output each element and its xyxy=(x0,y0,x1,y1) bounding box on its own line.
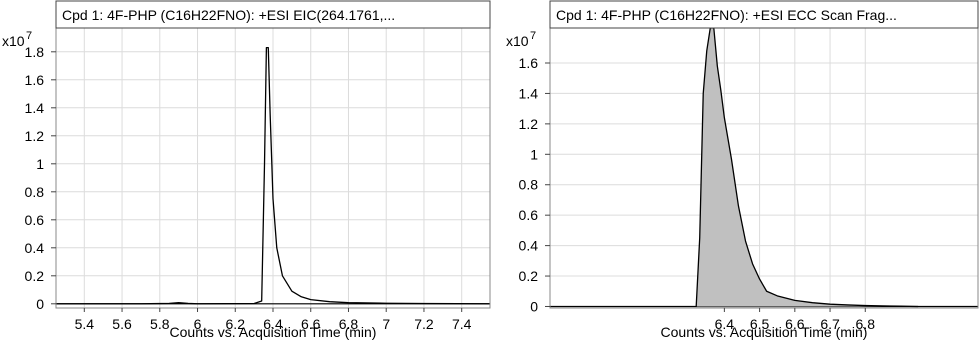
left-y-multiplier: x10 xyxy=(2,33,25,49)
left-x-tick-label: 5.8 xyxy=(150,316,170,332)
left-x-tick-label: 6 xyxy=(194,316,202,332)
right-y-tick-label: 1.4 xyxy=(519,85,539,101)
left-y-tick-label: 1 xyxy=(36,156,44,172)
right-series-group xyxy=(550,27,978,308)
right-x-tick-label: 6.5 xyxy=(750,316,770,332)
left-ticks: 5.4 5.6 5.8 6 6.2 6.4 6.6 6.8 7 7.2 7.4 0 0.2 0.4 0.6 0… xyxy=(25,44,472,332)
left-chart-title: Cpd 1: 4F-PHP (C16H22FNO): +ESI EIC(264.… xyxy=(62,7,395,23)
left-x-tick-label: 7.2 xyxy=(414,316,434,332)
right-x-tick-label: 6.7 xyxy=(820,316,840,332)
right-y-multiplier: x10 xyxy=(506,33,529,49)
left-y-tick-label: 1.6 xyxy=(25,72,45,88)
left-series-group xyxy=(56,46,491,305)
right-title-box xyxy=(549,0,979,29)
left-grid xyxy=(56,28,490,308)
right-y-tick-label: 0.8 xyxy=(519,177,539,193)
left-y-tick-label: 0.6 xyxy=(25,212,45,228)
right-chart: 6.4 6.5 6.6 6.7 6.8 0 0.2 0.4 0.6 0.8 1 1.2 1.4 1.6 C… xyxy=(506,0,979,340)
left-x-tick-label: 6.4 xyxy=(263,316,283,332)
right-x-tick-label: 6.8 xyxy=(856,316,876,332)
right-series-area-0 xyxy=(696,28,919,307)
right-y-tick-label: 0.6 xyxy=(519,207,539,223)
right-chart-title: Cpd 1: 4F-PHP (C16H22FNO): +ESI ECC Scan… xyxy=(556,7,897,23)
left-y-tick-label: 1.2 xyxy=(25,128,45,144)
right-y-tick-label: 0.2 xyxy=(519,268,539,284)
right-ticks: 6.4 6.5 6.6 6.7 6.8 0 0.2 0.4 0.6 0.8 1 1.2 1.4 1.6 xyxy=(519,55,876,332)
right-y-tick-label: 0.4 xyxy=(519,238,539,254)
right-grid xyxy=(550,28,978,308)
left-y-multiplier-exp: 7 xyxy=(26,30,32,42)
left-y-tick-label: 0.2 xyxy=(25,268,45,284)
right-y-multiplier-exp: 7 xyxy=(530,30,536,42)
right-y-tick-label: 1.6 xyxy=(519,55,539,71)
left-x-axis-label: Counts vs. Acquisition Time (min) xyxy=(170,324,377,340)
right-x-axis-label: Counts vs. Acquisition Time (min) xyxy=(661,324,868,340)
left-x-tick-label: 6.2 xyxy=(226,316,246,332)
left-y-tick-label: 0.4 xyxy=(25,240,45,256)
left-x-tick-label: 6.8 xyxy=(339,316,359,332)
right-y-tick-label: 1.2 xyxy=(519,116,539,132)
left-title-box xyxy=(55,0,491,29)
left-series-line-0 xyxy=(56,46,491,305)
right-x-tick-label: 6.6 xyxy=(785,316,805,332)
left-x-tick-label: 5.4 xyxy=(75,316,95,332)
right-x-tick-label: 6.4 xyxy=(715,316,735,332)
right-series-line-0 xyxy=(695,27,919,308)
left-x-tick-label: 5.6 xyxy=(112,316,132,332)
left-x-tick-label: 6.6 xyxy=(301,316,321,332)
right-y-tick-label: 1 xyxy=(530,146,538,162)
left-y-tick-label: 0 xyxy=(36,296,44,312)
left-x-tick-label: 7.4 xyxy=(452,316,472,332)
left-y-tick-label: 1.4 xyxy=(25,100,45,116)
right-plot-frame xyxy=(549,27,979,309)
left-y-tick-label: 0.8 xyxy=(25,184,45,200)
left-y-tick-label: 1.8 xyxy=(25,44,45,60)
left-chart: 5.4 5.6 5.8 6 6.2 6.4 6.6 6.8 7 7.2 7.4 0 0.2 0.4 0.6 0… xyxy=(2,0,491,340)
left-x-tick-label: 7 xyxy=(382,316,390,332)
right-y-tick-label: 0 xyxy=(530,298,538,314)
